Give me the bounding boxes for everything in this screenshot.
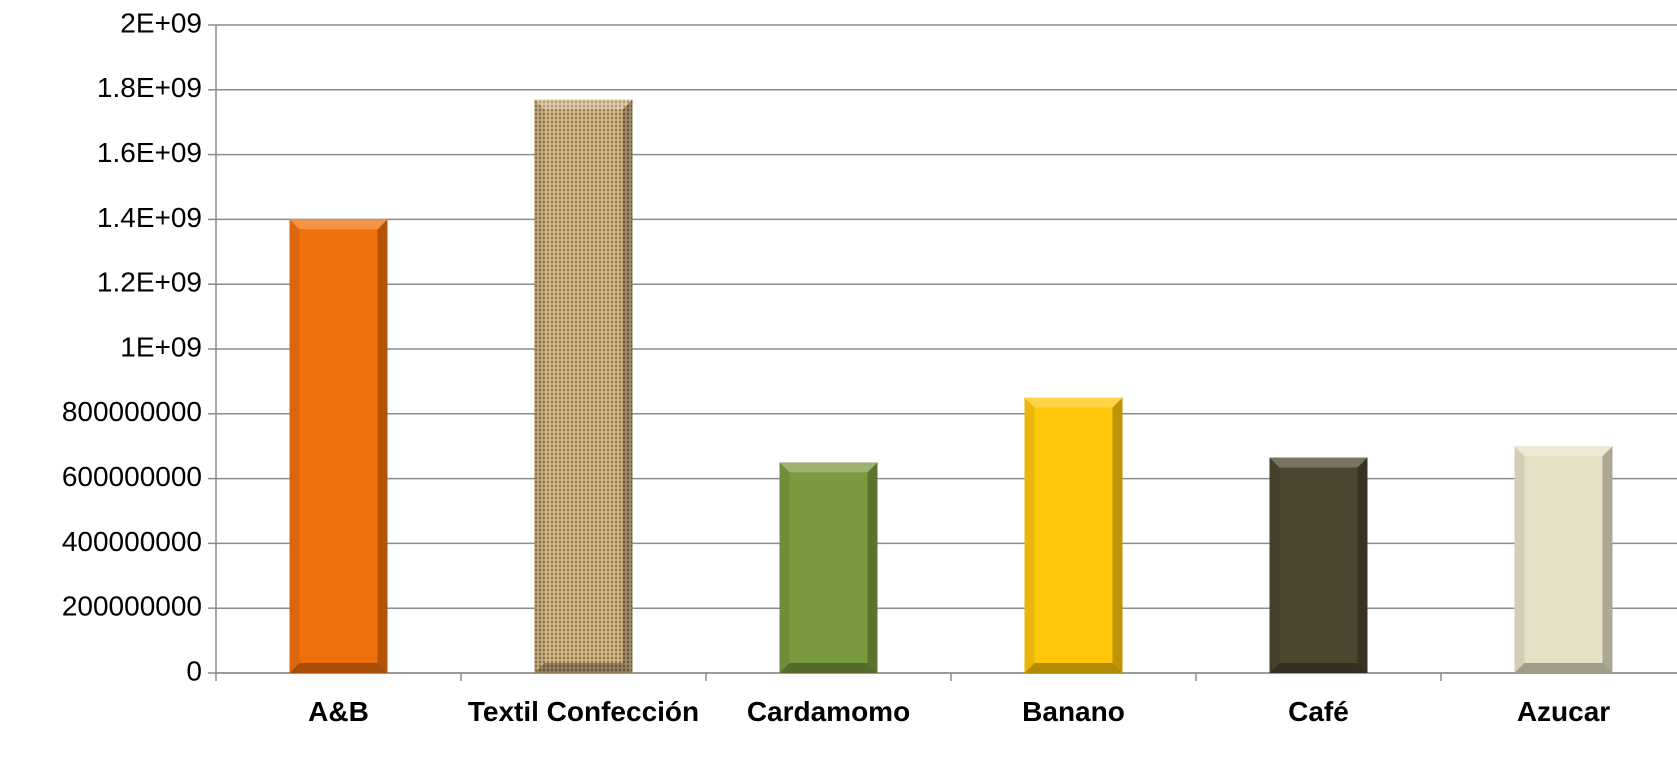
x-tick-label: Banano — [1022, 696, 1125, 727]
bar-bevel — [289, 219, 388, 230]
bar-bevel — [1514, 663, 1613, 673]
y-tick-label: 400000000 — [62, 526, 202, 557]
x-tick-label: A&B — [308, 696, 369, 727]
bar-bevel — [1024, 397, 1123, 408]
y-tick-label: 600000000 — [62, 461, 202, 492]
bar-bevel — [1024, 663, 1123, 673]
bar-bevel — [534, 99, 545, 673]
bar — [534, 99, 633, 673]
bar-bevel — [1112, 397, 1123, 673]
x-tick-label: Cardamomo — [746, 696, 911, 727]
bar-bevel — [377, 219, 388, 673]
y-tick-label: 1.4E+09 — [97, 202, 202, 233]
bar-bevel — [289, 219, 300, 673]
y-tick-label: 200000000 — [62, 591, 202, 622]
y-tick-label: 2E+09 — [120, 7, 202, 38]
bar-bevel — [1602, 446, 1613, 673]
bar — [1514, 446, 1613, 673]
y-tick-label: 1.2E+09 — [97, 267, 202, 298]
bar-bevel — [1269, 663, 1368, 673]
y-tick-label: 1.6E+09 — [97, 137, 202, 168]
x-tick-label: Azucar — [1516, 696, 1611, 727]
bar-bevel — [289, 663, 388, 673]
bar-bevel — [779, 462, 878, 473]
bar — [1269, 457, 1368, 673]
y-tick-label: 1.8E+09 — [97, 72, 202, 103]
y-tick-label: 0 — [186, 655, 202, 686]
bar-bevel — [779, 663, 878, 673]
bar-bevel — [779, 462, 790, 673]
bar-bevel — [1357, 457, 1368, 673]
bar-bevel — [1269, 457, 1368, 468]
x-tick-label: Textil Confección — [467, 696, 700, 727]
bar-bevel — [534, 99, 633, 110]
y-tick-label: 1E+09 — [120, 331, 202, 362]
bar-bevel — [1269, 457, 1280, 673]
bar — [779, 462, 878, 673]
y-tick-label: 800000000 — [62, 396, 202, 427]
bar-bevel — [1024, 397, 1035, 673]
bar-bevel — [534, 663, 633, 673]
bar — [1024, 397, 1123, 673]
bar-bevel — [867, 462, 878, 673]
bar-bevel — [1514, 446, 1525, 673]
bar-bevel — [1514, 446, 1613, 457]
bar — [289, 219, 388, 673]
x-tick-label: Café — [1288, 696, 1349, 727]
bar-bevel — [622, 99, 633, 673]
